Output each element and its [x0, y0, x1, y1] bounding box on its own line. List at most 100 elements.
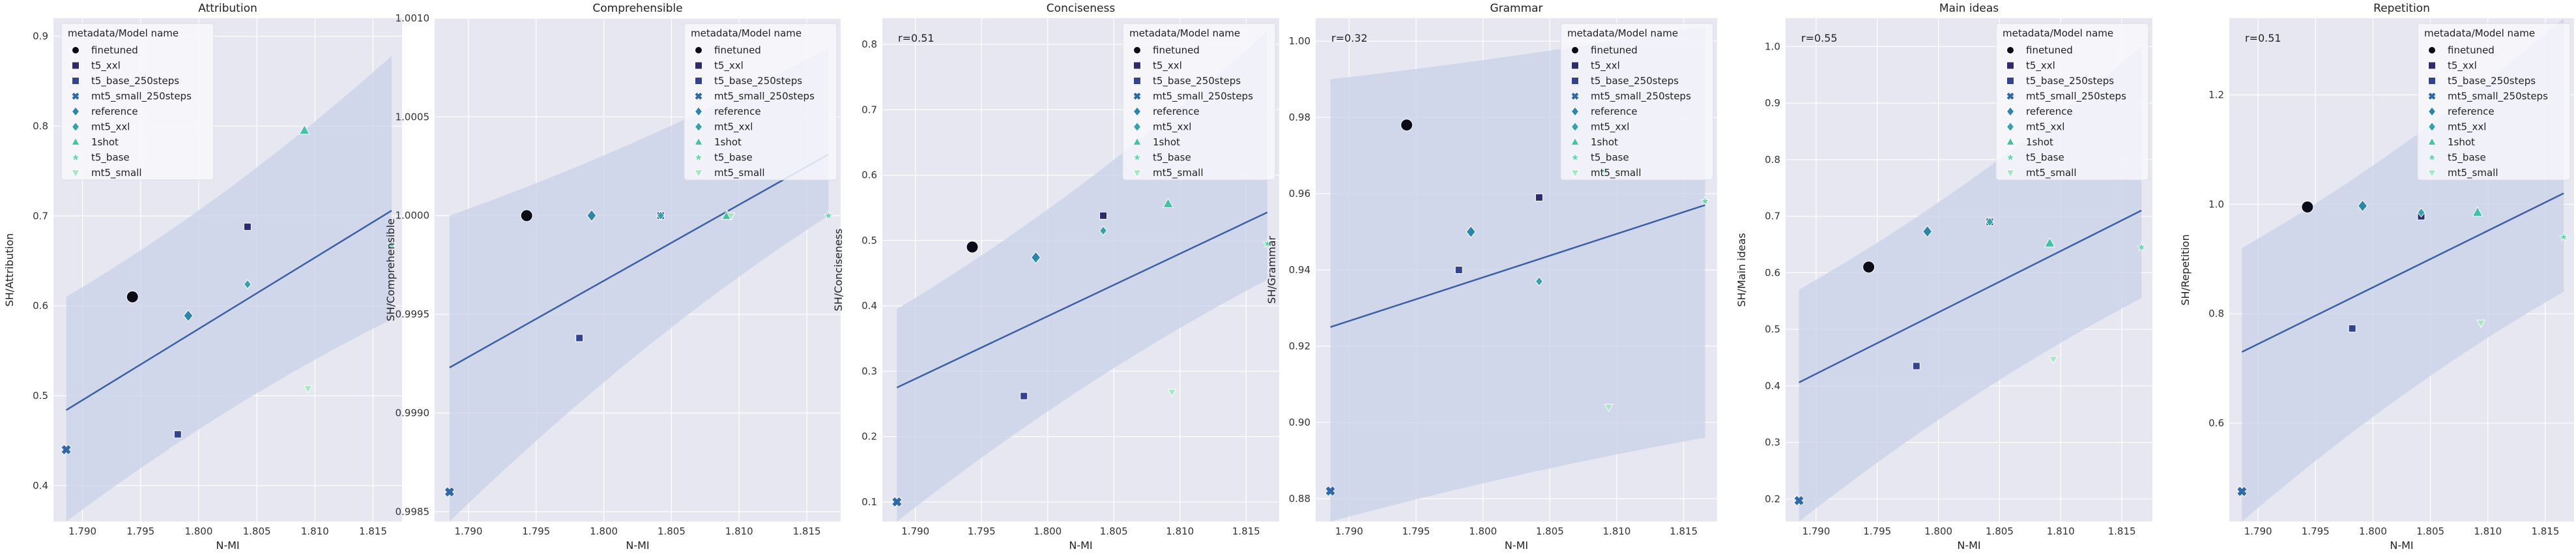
legend-label: mt5_small: [91, 167, 142, 179]
legend-label: mt5_small_250steps: [2448, 91, 2548, 103]
legend-marker-1shot: [71, 137, 80, 145]
point-t5_base_250steps: [575, 334, 584, 342]
legend-label: finetuned: [1591, 44, 1638, 56]
chart-title: Conciseness: [1047, 2, 1116, 15]
y-tick-label: 1.00: [1289, 35, 1310, 47]
y-axis-label: SH/Conciseness: [832, 229, 845, 312]
y-tick-label: 0.94: [1289, 264, 1310, 276]
y-tick-label: 0.96: [1289, 188, 1310, 199]
legend-marker-mt5_xxl: [2006, 121, 2015, 132]
legend-box: [1560, 23, 1714, 181]
legend-marker-finetuned: [695, 46, 702, 54]
legend: metadata/Model name finetuned t5_xxl t5_bas…: [1122, 23, 1276, 181]
legend-label: finetuned: [91, 44, 138, 56]
legend-label: t5_xxl: [2026, 60, 2055, 72]
regression-line: [65, 209, 392, 411]
x-axis-label: N-MI: [1069, 539, 1092, 552]
legend-label: mt5_xxl: [2026, 121, 2064, 134]
x-tick-label: 1.810: [2047, 525, 2075, 537]
legend-marker-1shot: [2427, 137, 2437, 145]
legend-label: t5_base_250steps: [2026, 75, 2114, 87]
chart-panel-6: 1.790 1.795 1.800 1.805 1.810 1.815 0.6 0.8 1.0 1…: [2179, 2, 2574, 552]
legend-label: finetuned: [2448, 44, 2495, 56]
x-tick-label: 1.810: [301, 525, 329, 537]
legend-label: finetuned: [714, 44, 761, 56]
point-reference: [183, 309, 194, 322]
legend-label: t5_base_250steps: [714, 75, 802, 87]
legend-marker-reference: [2006, 106, 2015, 117]
point-mt5_small: [1167, 389, 1177, 398]
point-reference: [2357, 199, 2368, 213]
legend-label: t5_base: [1591, 152, 1629, 164]
point-mt5_small_250steps: [1793, 495, 1804, 507]
legend-marker-t5_base_250steps: [1571, 77, 1579, 85]
x-tick-label: 1.795: [1402, 525, 1430, 537]
x-tick-label: 1.815: [1670, 525, 1698, 537]
y-tick-label: 0.7: [861, 104, 877, 115]
legend-marker-t5_base: [70, 152, 81, 162]
y-tick-label: 0.9: [1765, 97, 1780, 109]
legend-label: mt5_small_250steps: [91, 91, 192, 103]
x-axis-label: N-MI: [1957, 539, 1980, 552]
legend-marker-t5_xxl: [2428, 61, 2436, 70]
legend-title: metadata/Model name: [68, 27, 179, 39]
y-tick-label: 0.1: [861, 496, 877, 508]
point-mt5_xxl: [2417, 207, 2425, 218]
point-t5_xxl: [1535, 193, 1543, 201]
point-t5_base_250steps: [173, 430, 182, 439]
point-mt5_small_250steps: [61, 444, 72, 455]
legend-marker-mt5_xxl: [1133, 121, 1142, 132]
x-tick-label: 1.805: [2416, 525, 2444, 537]
point-mt5_small: [726, 212, 736, 221]
legend-marker-t5_base_250steps: [695, 77, 702, 85]
legend-marker-1shot: [1570, 137, 1580, 145]
point-1shot: [2044, 237, 2055, 248]
correlation-annotation: r=0.51: [2245, 32, 2281, 44]
legend-label: finetuned: [2026, 44, 2073, 56]
legend-label: t5_base: [2448, 152, 2486, 164]
legend-marker-mt5_small: [2427, 169, 2437, 178]
y-tick-label: 1.0010: [396, 12, 430, 24]
y-tick-label: 0.7: [33, 210, 48, 222]
y-tick-label: 0.4: [861, 300, 877, 312]
y-tick-label: 1.0005: [396, 111, 430, 123]
y-tick-label: 0.9995: [396, 308, 430, 320]
y-tick-label: 0.88: [1289, 493, 1310, 505]
y-tick-label: 0.5: [1765, 323, 1780, 335]
y-tick-label: 0.92: [1289, 340, 1310, 352]
legend-title: metadata/Model name: [2424, 27, 2535, 39]
regression-group: [65, 55, 392, 522]
legend-label: mt5_small: [714, 167, 765, 179]
legend-label: mt5_small_250steps: [2026, 91, 2126, 103]
legend-label: t5_base_250steps: [2448, 75, 2536, 87]
legend-label: mt5_small: [2448, 167, 2498, 179]
y-tick-label: 0.7: [1765, 211, 1780, 222]
point-t5_base_250steps: [2348, 324, 2356, 332]
point-mt5_xxl: [243, 279, 252, 289]
chart-title: Grammar: [1490, 2, 1542, 15]
y-tick-label: 0.9: [33, 31, 48, 42]
y-tick-label: 0.4: [1765, 380, 1780, 392]
point-mt5_small: [1604, 404, 1614, 413]
point-mt5_xxl: [1986, 216, 1994, 227]
x-tick-label: 1.810: [2474, 525, 2502, 537]
legend-marker-mt5_small_250steps: [2427, 91, 2437, 101]
legend-marker-t5_xxl: [72, 61, 80, 70]
legend-box: [61, 23, 214, 181]
x-tick-label: 1.800: [184, 525, 212, 537]
legend-marker-mt5_xxl: [1570, 121, 1580, 132]
y-axis-label: SH/Attribution: [3, 233, 16, 307]
x-tick-label: 1.805: [1100, 525, 1128, 537]
point-t5_base_250steps: [1912, 362, 1920, 370]
legend-marker-reference: [1133, 106, 1142, 117]
legend-label: reference: [1591, 106, 1638, 117]
chart-panel-2: 1.790 1.795 1.800 1.805 1.810 1.815 0.9985 0.99…: [384, 2, 841, 552]
legend-marker-mt5_small: [1133, 169, 1142, 178]
point-t5_base: [386, 239, 397, 249]
legend: metadata/Model name finetuned t5_xxl t5_bas…: [684, 23, 837, 181]
legend-marker-mt5_small: [694, 169, 703, 178]
x-tick-label: 1.800: [1924, 525, 1952, 537]
legend-label: 1shot: [714, 136, 742, 148]
legend-label: reference: [91, 106, 138, 117]
legend-marker-mt5_small: [2006, 169, 2015, 178]
